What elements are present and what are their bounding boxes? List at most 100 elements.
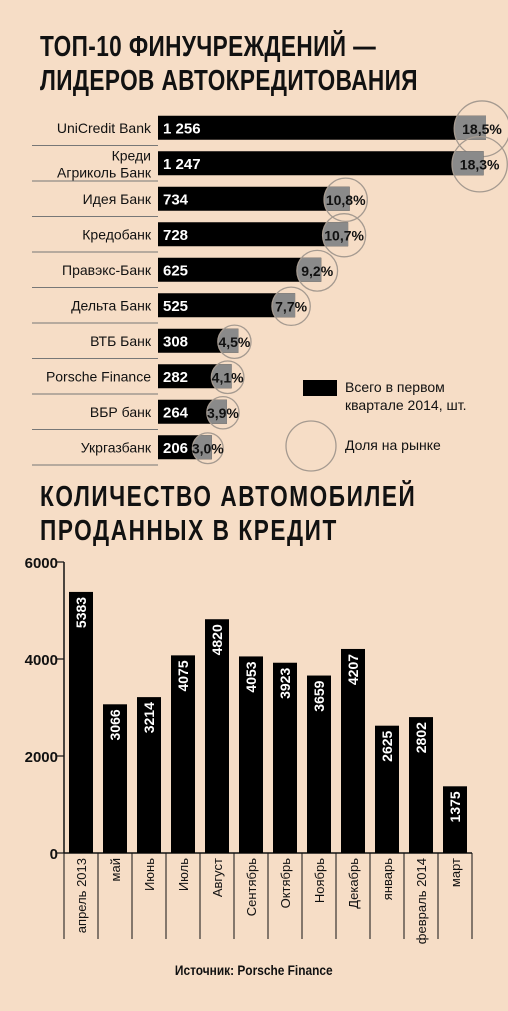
x-tick-label: Июнь <box>142 858 157 891</box>
bank-label: Дельта Банк <box>71 297 152 313</box>
top-chart-title-line2: ЛИДЕРОВ АВТОКРЕДИТОВАНИЯ <box>40 65 418 97</box>
sales-value-label: 2625 <box>379 730 395 761</box>
bank-value-label: 1 247 <box>163 156 201 173</box>
top-chart-title-line1: ТОП-10 ФИНУЧРЕЖДЕНИЙ — <box>40 31 377 63</box>
source-note: Источник: Porsche Finance <box>0 962 508 978</box>
bank-label: ВБР банк <box>90 404 152 420</box>
sales-value-label: 4820 <box>209 624 225 655</box>
share-circle-overlap <box>324 186 350 211</box>
sales-bar <box>375 725 399 853</box>
bank-label: Креди <box>112 147 151 163</box>
share-circle-overlap <box>206 399 227 424</box>
sales-value-label: 3214 <box>141 702 157 733</box>
x-tick-label: февраль 2014 <box>414 858 429 944</box>
bank-label: Агриколь Банк <box>57 164 152 180</box>
share-label: 4,5% <box>218 334 250 350</box>
share-circle <box>210 360 245 395</box>
sales-value-label: 4207 <box>345 654 361 685</box>
source-text: Источник: Porsche Finance <box>175 962 333 978</box>
sales-bar <box>103 704 127 853</box>
bank-value-label: 282 <box>163 369 188 386</box>
bank-bar <box>158 115 486 140</box>
legend-total-swatch <box>303 380 337 396</box>
sales-bar <box>409 717 433 853</box>
bank-value-label: 625 <box>163 262 188 279</box>
bank-value-label: 1 256 <box>163 120 201 137</box>
bank-bar <box>158 222 349 247</box>
share-circle <box>191 432 224 465</box>
sales-value-label: 1375 <box>447 791 463 822</box>
bank-value-label: 734 <box>163 191 189 208</box>
bank-label: UniCredit Bank <box>57 120 152 136</box>
x-tick-label: май <box>108 858 123 881</box>
share-label: 18,5% <box>462 121 502 137</box>
x-tick-label: март <box>448 858 463 887</box>
share-circle-overlap <box>271 293 296 318</box>
bank-label: Правэкс-Банк <box>62 262 152 278</box>
x-tick-label: Ноябрь <box>312 858 327 903</box>
bank-label: Укргазбанк <box>81 439 152 455</box>
x-tick-label: Июль <box>176 858 191 891</box>
bank-bar <box>158 186 350 211</box>
x-tick-label: Сентябрь <box>244 858 259 916</box>
share-label: 10,8% <box>326 192 366 208</box>
legend-total-label-line2: квартале 2014, шт. <box>345 397 466 413</box>
sales-value-label: 3923 <box>277 668 293 699</box>
bank-value-label: 264 <box>163 404 189 421</box>
share-label: 3,0% <box>192 440 224 456</box>
share-circle-overlap <box>296 257 322 282</box>
sales-bar <box>171 655 195 853</box>
share-label: 3,9% <box>207 405 239 421</box>
share-circle-overlap <box>454 115 486 140</box>
share-label: 10,7% <box>324 227 364 243</box>
sales-value-label: 2802 <box>413 722 429 753</box>
bank-value-label: 308 <box>163 333 188 350</box>
share-label: 7,7% <box>275 298 307 314</box>
share-label: 18,3% <box>460 156 500 172</box>
sales-bar <box>137 697 161 853</box>
sales-value-label: 4053 <box>243 661 259 692</box>
sales-bar <box>273 662 297 853</box>
share-circle-overlap <box>211 364 232 389</box>
share-circle <box>296 249 339 292</box>
y-tick-label: 6000 <box>25 555 58 572</box>
share-circle-overlap <box>217 328 239 353</box>
bank-value-label: 206 <box>163 440 188 457</box>
bank-value-label: 525 <box>163 298 188 315</box>
share-label: 9,2% <box>301 263 333 279</box>
x-tick-label: Август <box>210 858 225 897</box>
sales-bar <box>69 591 93 853</box>
share-circle-overlap <box>192 435 212 460</box>
bank-label: Кредобанк <box>82 226 152 242</box>
sales-bar <box>341 648 365 853</box>
share-circle <box>321 213 367 258</box>
sales-bar <box>307 675 331 853</box>
legend-total-label-line1: Всего в первом <box>345 379 445 395</box>
share-label: 4,1% <box>212 369 244 385</box>
share-circle <box>217 324 252 359</box>
x-tick-label: январь <box>380 858 395 900</box>
x-tick-label: Октябрь <box>278 858 293 909</box>
bank-label: Porsche Finance <box>46 368 151 384</box>
bank-label: ВТБ Банк <box>90 333 152 349</box>
sales-value-label: 3659 <box>311 680 327 711</box>
sales-bar <box>205 619 229 853</box>
share-circle-overlap <box>322 222 349 247</box>
share-circle-overlap <box>452 151 484 176</box>
legend-share-swatch <box>285 420 337 472</box>
bottom-chart-title-line1: КОЛИЧЕСТВО АВТОМОБИЛЕЙ <box>40 481 417 513</box>
x-tick-label: Декабрь <box>346 858 361 909</box>
sales-value-label: 4075 <box>175 660 191 691</box>
bank-label: Идея Банк <box>83 191 152 207</box>
sales-bar <box>443 786 467 853</box>
sales-value-label: 3066 <box>107 709 123 740</box>
share-circle <box>451 135 508 193</box>
bank-bar <box>158 151 484 176</box>
x-tick-label: апрель 2013 <box>74 858 89 933</box>
bottom-chart-title-line2: ПРОДАННЫХ В КРЕДИТ <box>40 515 338 547</box>
legend-share-label: Доля на рынке <box>345 437 441 453</box>
y-tick-label: 0 <box>50 846 58 863</box>
share-circle <box>271 286 311 327</box>
y-tick-label: 2000 <box>25 749 58 766</box>
